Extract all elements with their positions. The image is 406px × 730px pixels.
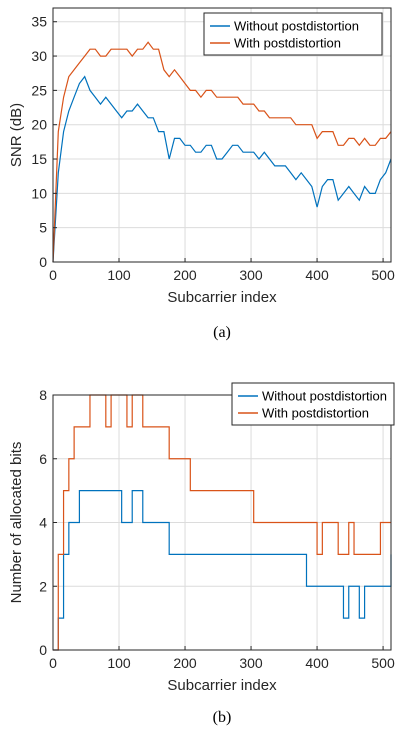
y-tick-label: 35 bbox=[31, 14, 47, 30]
x-tick-label: 200 bbox=[173, 267, 197, 283]
x-axis-label: Subcarrier index bbox=[167, 677, 277, 694]
x-tick-label: 400 bbox=[305, 267, 329, 283]
legend-label-2: With postdistortion bbox=[262, 406, 369, 421]
figure-caption: (a) bbox=[213, 324, 231, 341]
x-axis-label: Subcarrier index bbox=[167, 289, 277, 306]
legend: Without postdistortion With postdistortio… bbox=[203, 12, 383, 56]
series-line-2 bbox=[52, 41, 392, 263]
y-tick-label: 0 bbox=[39, 642, 47, 658]
legend-box bbox=[203, 12, 383, 56]
x-tick-label: 300 bbox=[239, 655, 263, 671]
y-tick-label: 6 bbox=[39, 451, 47, 467]
y-tick-label: 15 bbox=[31, 151, 47, 167]
y-axis-label: Number of allocated bits bbox=[8, 442, 25, 604]
y-tick-label: 4 bbox=[39, 515, 47, 531]
series-line-1 bbox=[52, 75, 392, 263]
chart-1: 0 100 200 300 400 500 0 5 10 15 20 25 30 35 Subcarrier… bbox=[8, 7, 395, 341]
y-tick-label: 10 bbox=[31, 185, 47, 201]
legend-label-1: Without postdistortion bbox=[262, 389, 387, 404]
x-tick-label: 100 bbox=[107, 655, 131, 671]
figure-caption: (b) bbox=[213, 709, 232, 726]
legend-box bbox=[231, 382, 395, 426]
x-tick-label: 400 bbox=[305, 655, 329, 671]
chart-2: 0 100 200 300 400 500 0 2 4 6 8 Subcarrier index Num… bbox=[8, 382, 395, 726]
y-tick-label: 20 bbox=[31, 117, 47, 133]
y-tick-label: 2 bbox=[39, 578, 47, 594]
x-tick-label: 300 bbox=[239, 267, 263, 283]
x-tick-label: 0 bbox=[49, 655, 57, 671]
legend: Without postdistortion With postdistortio… bbox=[231, 382, 395, 426]
plot-frame bbox=[52, 7, 392, 263]
series-line-1 bbox=[53, 490, 392, 651]
y-tick-label: 30 bbox=[31, 48, 47, 64]
y-axis-label: SNR (dB) bbox=[8, 103, 25, 167]
y-tick-label: 5 bbox=[39, 220, 47, 236]
y-tick-label: 8 bbox=[39, 387, 47, 403]
legend-label-2: With postdistortion bbox=[234, 36, 341, 51]
x-tick-label: 500 bbox=[371, 267, 395, 283]
x-tick-label: 200 bbox=[173, 655, 197, 671]
y-tick-label: 25 bbox=[31, 82, 47, 98]
x-tick-label: 500 bbox=[371, 655, 395, 671]
y-tick-label: 0 bbox=[39, 254, 47, 270]
x-tick-label: 100 bbox=[107, 267, 131, 283]
x-tick-label: 0 bbox=[49, 267, 57, 283]
legend-label-1: Without postdistortion bbox=[234, 19, 359, 34]
